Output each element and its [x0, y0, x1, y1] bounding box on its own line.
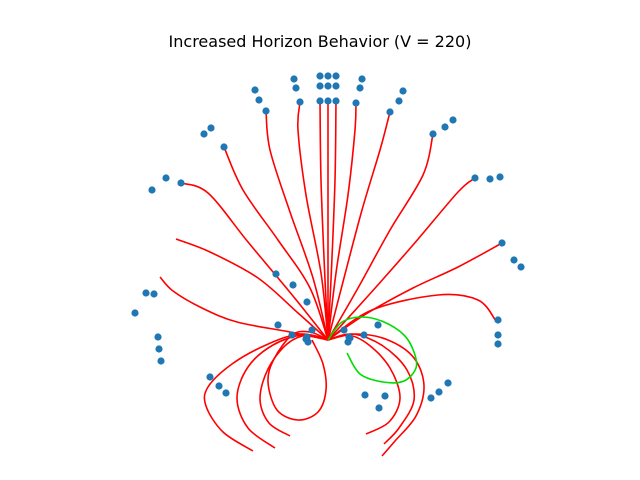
waypoint-4-2	[157, 357, 165, 365]
waypoint-12-1	[332, 82, 340, 90]
waypoint-2-0	[303, 298, 311, 306]
waypoint-9-2	[296, 98, 304, 106]
waypoint-7-1	[207, 124, 215, 132]
waypoint-13-1	[356, 84, 364, 92]
waypoint-12-0	[332, 72, 340, 80]
trajectory-line-13	[327, 102, 357, 341]
selected-waypoint-2	[340, 326, 348, 334]
waypoint-5-1	[142, 289, 150, 297]
waypoint-20-0	[381, 392, 389, 400]
waypoint-9-0	[290, 75, 298, 83]
waypoint-13-0	[358, 75, 366, 83]
waypoint-10-1	[316, 82, 324, 90]
waypoint-17-2	[498, 239, 506, 247]
waypoint-15-1	[441, 123, 449, 131]
waypoint-20-2	[375, 404, 383, 412]
waypoint-2-2	[272, 270, 280, 278]
waypoint-8-0	[251, 86, 259, 94]
waypoint-1-1	[288, 331, 296, 339]
waypoint-12-2	[332, 97, 340, 105]
waypoint-8-2	[262, 107, 270, 115]
waypoint-8-1	[255, 96, 263, 104]
waypoint-14-2	[386, 108, 394, 116]
waypoint-21-1	[360, 331, 368, 339]
trajectory-line-3	[203, 333, 329, 452]
waypoint-14-1	[395, 97, 403, 105]
selected-waypoint-1	[346, 334, 354, 342]
waypoint-1-0	[302, 335, 310, 343]
trajectory-line-14	[327, 111, 391, 341]
waypoint-11-0	[324, 72, 332, 80]
waypoint-5-2	[131, 309, 139, 317]
trajectory-line-19	[327, 333, 425, 457]
chart-title: Increased Horizon Behavior (V = 220)	[168, 32, 472, 51]
trajectory-line-10	[319, 101, 329, 341]
trajectory-line-9	[296, 101, 329, 341]
waypoint-6-0	[148, 186, 156, 194]
waypoint-14-0	[399, 87, 407, 95]
waypoint-18-2	[494, 340, 502, 348]
waypoint-18-0	[494, 316, 502, 324]
trajectory-line-12	[327, 101, 337, 341]
trajectory-line-20	[327, 333, 416, 445]
trajectory-line-7	[223, 146, 329, 341]
waypoint-6-2	[177, 179, 185, 187]
waypoint-21-2	[374, 321, 382, 329]
waypoint-2-1	[289, 281, 297, 289]
trajectory-line-15	[327, 133, 434, 341]
waypoint-1-2	[274, 321, 282, 329]
waypoint-11-2	[324, 97, 332, 105]
waypoint-10-0	[316, 72, 324, 80]
selected-trajectory-line	[327, 316, 418, 384]
waypoint-9-1	[292, 84, 300, 92]
trajectory-line-6	[180, 182, 329, 341]
waypoint-10-2	[316, 97, 324, 105]
trajectory-line-0	[267, 330, 329, 421]
waypoint-17-1	[510, 256, 518, 264]
waypoint-0-2	[308, 326, 316, 334]
waypoint-4-0	[154, 333, 162, 341]
trajectory-line-8	[265, 110, 329, 341]
waypoint-3-1	[215, 382, 223, 390]
waypoint-16-2	[471, 174, 479, 182]
waypoint-19-1	[435, 388, 443, 396]
waypoint-19-0	[444, 379, 452, 387]
waypoint-18-1	[494, 331, 502, 339]
waypoint-13-2	[352, 99, 360, 107]
waypoint-19-2	[427, 394, 435, 402]
waypoint-16-1	[486, 175, 494, 183]
waypoint-3-2	[222, 389, 230, 397]
waypoint-20-1	[361, 391, 369, 399]
waypoint-15-2	[429, 130, 437, 138]
waypoint-5-0	[150, 290, 158, 298]
waypoint-15-0	[449, 116, 457, 124]
trajectory-line-16	[327, 177, 476, 341]
trajectory-line-5	[175, 238, 329, 341]
waypoint-4-1	[155, 345, 163, 353]
waypoint-11-1	[324, 82, 332, 90]
waypoint-6-1	[162, 174, 170, 182]
waypoint-7-2	[220, 143, 228, 151]
waypoint-7-0	[200, 130, 208, 138]
trajectory-line-17	[327, 242, 503, 341]
waypoint-3-0	[206, 373, 214, 381]
waypoint-16-0	[496, 173, 504, 181]
waypoint-17-0	[517, 263, 525, 271]
